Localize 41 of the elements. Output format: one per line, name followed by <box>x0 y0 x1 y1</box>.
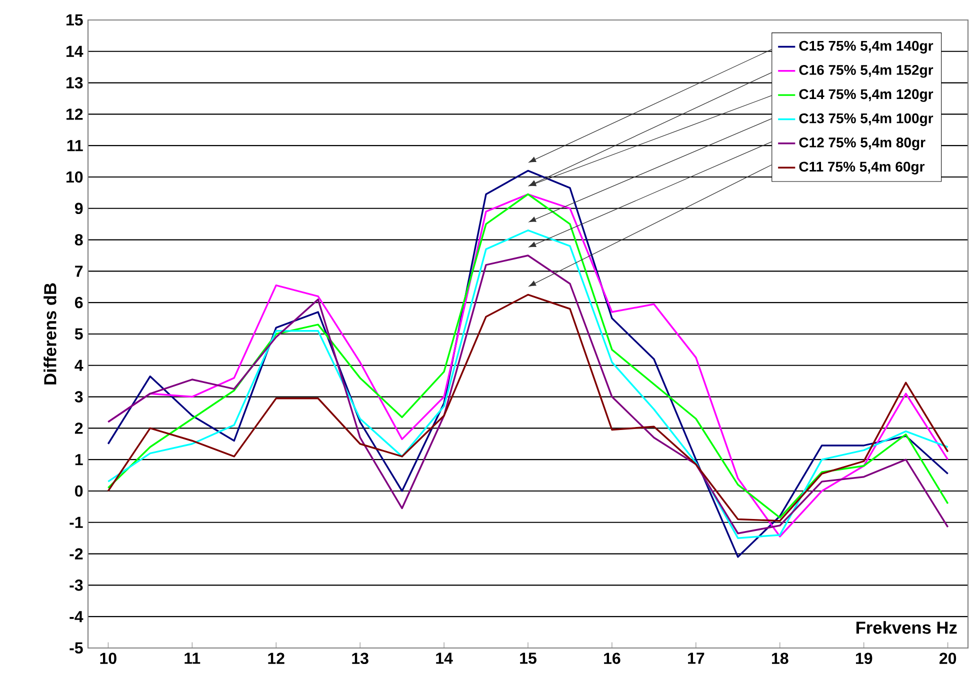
y-tick-label: 13 <box>66 77 83 88</box>
legend-label: C15 75% 5,4m 140gr <box>799 40 934 54</box>
x-tick-label: 18 <box>772 652 788 664</box>
y-tick-label: 7 <box>75 266 83 277</box>
y-tick-label: 12 <box>66 108 83 120</box>
line-series <box>107 294 949 522</box>
y-tick-label: 11 <box>67 140 83 152</box>
y-tick-label: 5 <box>74 328 83 340</box>
y-tick-label: 9 <box>74 202 83 214</box>
x-tick-label: 16 <box>604 652 620 664</box>
y-tick-label: 8 <box>74 234 83 246</box>
legend-label: C12 75% 5,4m 80gr <box>799 138 926 150</box>
x-tick-label: 11 <box>184 652 200 664</box>
y-tick-label: 6 <box>74 296 83 308</box>
legend-label: C11 75% 5,4m 60gr <box>799 162 925 174</box>
legend-label: C16 75% 5,4m 152gr <box>799 65 934 78</box>
x-tick-label: 15 <box>520 652 536 664</box>
y-tick-label: -2 <box>70 548 83 560</box>
x-tick-label: 14 <box>436 652 453 664</box>
x-tick-label: 20 <box>940 652 956 664</box>
y-axis-title: Differens dB <box>44 283 56 384</box>
x-axis-title: Frekvens Hz <box>856 621 957 634</box>
legend-label: C14 75% 5,4m 120gr <box>799 89 934 102</box>
y-tick-label: -1 <box>70 516 83 528</box>
y-tick-label: -3 <box>70 580 83 591</box>
y-tick-label: 14 <box>66 46 84 57</box>
y-tick-label: 0 <box>75 485 83 497</box>
x-tick-label: 13 <box>352 652 368 664</box>
x-tick-label: 10 <box>100 652 116 664</box>
x-tick-label: 12 <box>268 652 284 664</box>
x-tick-label: 19 <box>856 652 872 664</box>
y-tick-label: -5 <box>70 642 83 654</box>
y-tick-label: 2 <box>74 422 83 434</box>
legend-label: C13 75% 5,4m 100gr <box>799 113 934 126</box>
y-tick-label: -4 <box>70 611 84 622</box>
y-tick-label: 3 <box>74 391 83 402</box>
y-tick-label: 4 <box>74 360 84 371</box>
y-tick-label: 15 <box>66 14 83 26</box>
x-tick-label: 17 <box>688 652 704 664</box>
y-tick-label: 1 <box>75 454 83 466</box>
y-tick-label: 10 <box>66 171 83 183</box>
